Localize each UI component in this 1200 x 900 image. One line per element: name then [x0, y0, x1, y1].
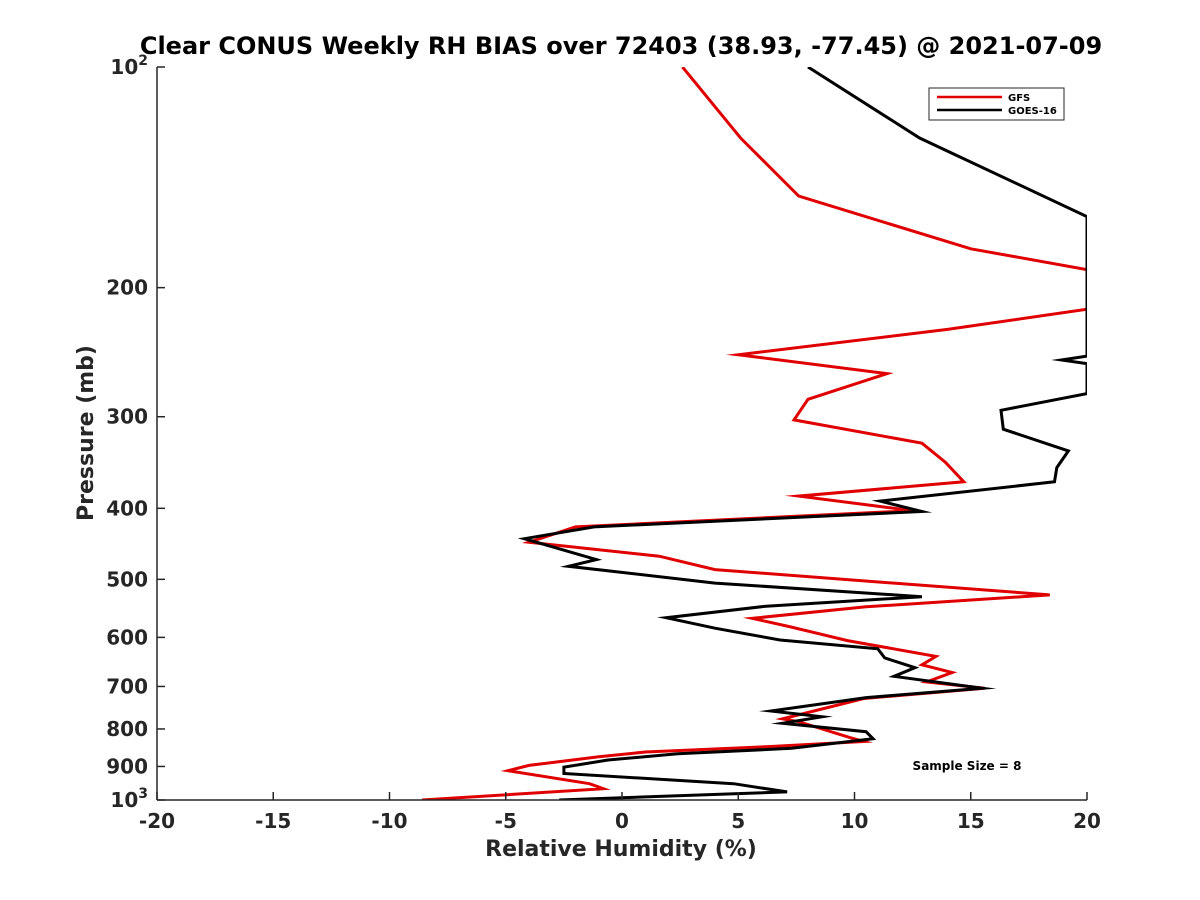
legend-label-gfs: GFS — [1008, 93, 1030, 104]
x-tick-label: 15 — [957, 809, 985, 833]
y-tick-label: 200 — [106, 276, 148, 300]
y-tick-label: 400 — [106, 496, 148, 520]
x-tick-label: 10 — [841, 809, 869, 833]
series-layer — [422, 67, 1087, 800]
x-tick-label: 5 — [731, 809, 745, 833]
sample-size-annotation: Sample Size = 8 — [913, 759, 1022, 773]
x-tick-label: -5 — [495, 809, 517, 833]
series-line-gfs — [422, 67, 1087, 800]
x-axis-label: Relative Humidity (%) — [485, 837, 757, 862]
legend-label-goes16: GOES-16 — [1008, 106, 1057, 117]
chart-title: Clear CONUS Weekly RH BIAS over 72403 (3… — [140, 32, 1102, 60]
legend-box — [928, 87, 1065, 121]
x-tick-label: 20 — [1073, 809, 1101, 833]
y-tick-label: 600 — [106, 625, 148, 649]
y-tick-label: 102 — [110, 53, 148, 79]
x-tick-label: 0 — [615, 809, 629, 833]
x-tick-label: -10 — [371, 809, 407, 833]
y-tick-label: 103 — [110, 786, 148, 812]
y-tick-label: 300 — [106, 405, 148, 429]
x-tick-label: -15 — [255, 809, 291, 833]
legend: GFS GOES-16 — [928, 87, 1065, 121]
series-line-goes16 — [517, 67, 1087, 800]
x-tick-label: -20 — [139, 809, 175, 833]
y-tick-label: 500 — [106, 567, 148, 591]
y-axis-label: Pressure (mb) — [74, 345, 99, 521]
x-ticks: -20 -15 -10 -5 0 5 10 15 20 — [139, 792, 1101, 833]
y-ticks: 102 200 300 400 500 600 700 800 900 103 — [106, 53, 165, 812]
y-tick-label: 800 — [106, 717, 148, 741]
y-tick-label: 700 — [106, 674, 148, 698]
y-tick-label: 900 — [106, 754, 148, 778]
